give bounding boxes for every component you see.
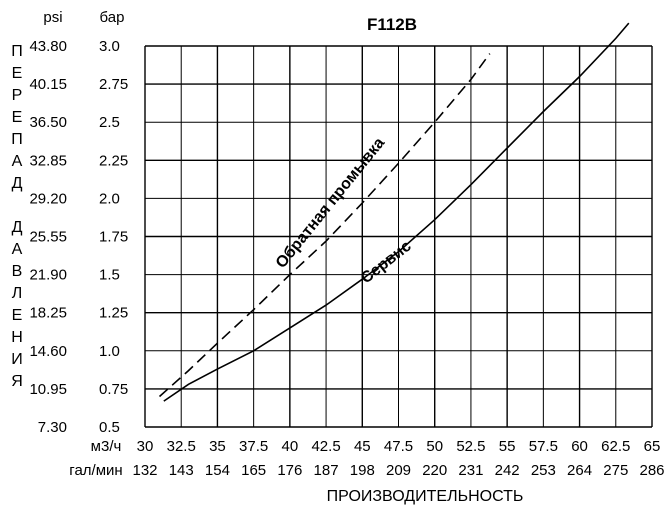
y-axis-label-letter: П [11, 43, 23, 60]
y-tick-label-psi: 36.50 [29, 114, 67, 131]
x-tick-label-gpm: 286 [639, 462, 664, 479]
y-tick-label-bar: 3.0 [99, 38, 120, 55]
x-tick-label-gpm: 154 [205, 462, 230, 479]
y-tick-label-psi: 21.90 [29, 267, 67, 284]
x-tick-label-gpm: 220 [422, 462, 447, 479]
x-tick-label-m3h: 55 [499, 438, 516, 455]
x-tick-label-gpm: 264 [567, 462, 592, 479]
y-tick-label-psi: 32.85 [29, 152, 67, 169]
x-tick-label-m3h: 65 [644, 438, 661, 455]
y-axis-label-letter: А [12, 153, 23, 170]
x-tick-label-gpm: 187 [314, 462, 339, 479]
psi-unit-label: psi [43, 9, 62, 26]
x-tick-label-gpm: 231 [458, 462, 483, 479]
x-tick-label-gpm: 176 [277, 462, 302, 479]
x-tick-label-gpm: 198 [350, 462, 375, 479]
x-axis-label: ПРОИЗВОДИТЕЛЬНОСТЬ [327, 488, 524, 505]
service-curve [163, 22, 630, 402]
x-tick-label-m3h: 47.5 [384, 438, 413, 455]
x-tick-label-gpm: 242 [495, 462, 520, 479]
y-tick-label-psi: 25.55 [29, 229, 67, 246]
y-axis-label-letter: И [11, 351, 23, 368]
y-tick-label-psi: 29.20 [29, 190, 67, 207]
y-axis-label-letter: П [11, 131, 23, 148]
y-tick-label-psi: 18.25 [29, 305, 67, 322]
x-tick-label-gpm: 165 [241, 462, 266, 479]
y-tick-label-bar: 1.25 [99, 305, 128, 322]
x-tick-label-m3h: 45 [354, 438, 371, 455]
x-tick-labels: 30 132 32.5 143 35 154 37.5 165 40 176 42.5 187 45 19… [132, 438, 664, 479]
backwash-curve [158, 53, 491, 398]
chart-title: F112B [367, 15, 417, 34]
y-tick-label-bar: 2.25 [99, 152, 128, 169]
x-tick-label-m3h: 30 [137, 438, 154, 455]
y-tick-label-bar: 2.0 [99, 190, 120, 207]
curves [158, 22, 630, 402]
x-tick-label-gpm: 253 [531, 462, 556, 479]
x-tick-label-gpm: 275 [603, 462, 628, 479]
y-axis-label-letter: Я [11, 373, 23, 390]
y-tick-label-psi: 7.30 [38, 419, 67, 436]
y-tick-label-bar: 1.5 [99, 267, 120, 284]
y-axis-label-letter: В [12, 263, 23, 280]
y-tick-labels: 7.30 0.5 10.95 0.75 14.60 1.0 18.25 1.25 21.90 1.… [29, 38, 128, 436]
x-tick-label-m3h: 37.5 [239, 438, 268, 455]
y-tick-label-bar: 2.5 [99, 114, 120, 131]
x-tick-label-m3h: 42.5 [311, 438, 340, 455]
y-axis-label-letter: Р [12, 87, 23, 104]
service-curve-label: Сервис [358, 238, 415, 288]
x-tick-label-gpm: 209 [386, 462, 411, 479]
y-axis-label-letter: Е [12, 307, 23, 324]
x-tick-label-m3h: 50 [426, 438, 443, 455]
y-tick-label-bar: 1.75 [99, 229, 128, 246]
x-tick-label-m3h: 57.5 [529, 438, 558, 455]
plot-grid [144, 45, 653, 428]
bar-unit-label: бар [100, 9, 125, 26]
x-tick-label-gpm: 132 [132, 462, 157, 479]
y-tick-label-psi: 40.15 [29, 76, 67, 93]
y-axis-label-letter: Л [12, 285, 23, 302]
y-axis-label-letter: Д [12, 219, 23, 236]
x-tick-label-m3h: 40 [282, 438, 299, 455]
y-tick-label-psi: 14.60 [29, 343, 67, 360]
y-tick-label-bar: 2.75 [99, 76, 128, 93]
y-axis-label-letter: Н [11, 329, 23, 346]
y-axis-label-letter: Е [12, 65, 23, 82]
y-axis-label-letter: А [12, 241, 23, 258]
m3h-unit-label: м3/ч [91, 438, 122, 455]
x-tick-label-m3h: 52.5 [456, 438, 485, 455]
y-tick-label-psi: 43.80 [29, 38, 67, 55]
x-tick-label-gpm: 143 [169, 462, 194, 479]
y-tick-label-bar: 0.5 [99, 419, 120, 436]
x-tick-label-m3h: 60 [571, 438, 588, 455]
gpm-unit-label: гал/мин [69, 462, 122, 479]
y-axis-label-letter: Е [12, 109, 23, 126]
y-axis-label-letter: Д [12, 175, 23, 192]
x-tick-label-m3h: 32.5 [167, 438, 196, 455]
x-tick-label-m3h: 62.5 [601, 438, 630, 455]
y-tick-label-bar: 1.0 [99, 343, 120, 360]
x-tick-label-m3h: 35 [209, 438, 226, 455]
y-tick-label-psi: 10.95 [29, 381, 67, 398]
y-tick-label-bar: 0.75 [99, 381, 128, 398]
